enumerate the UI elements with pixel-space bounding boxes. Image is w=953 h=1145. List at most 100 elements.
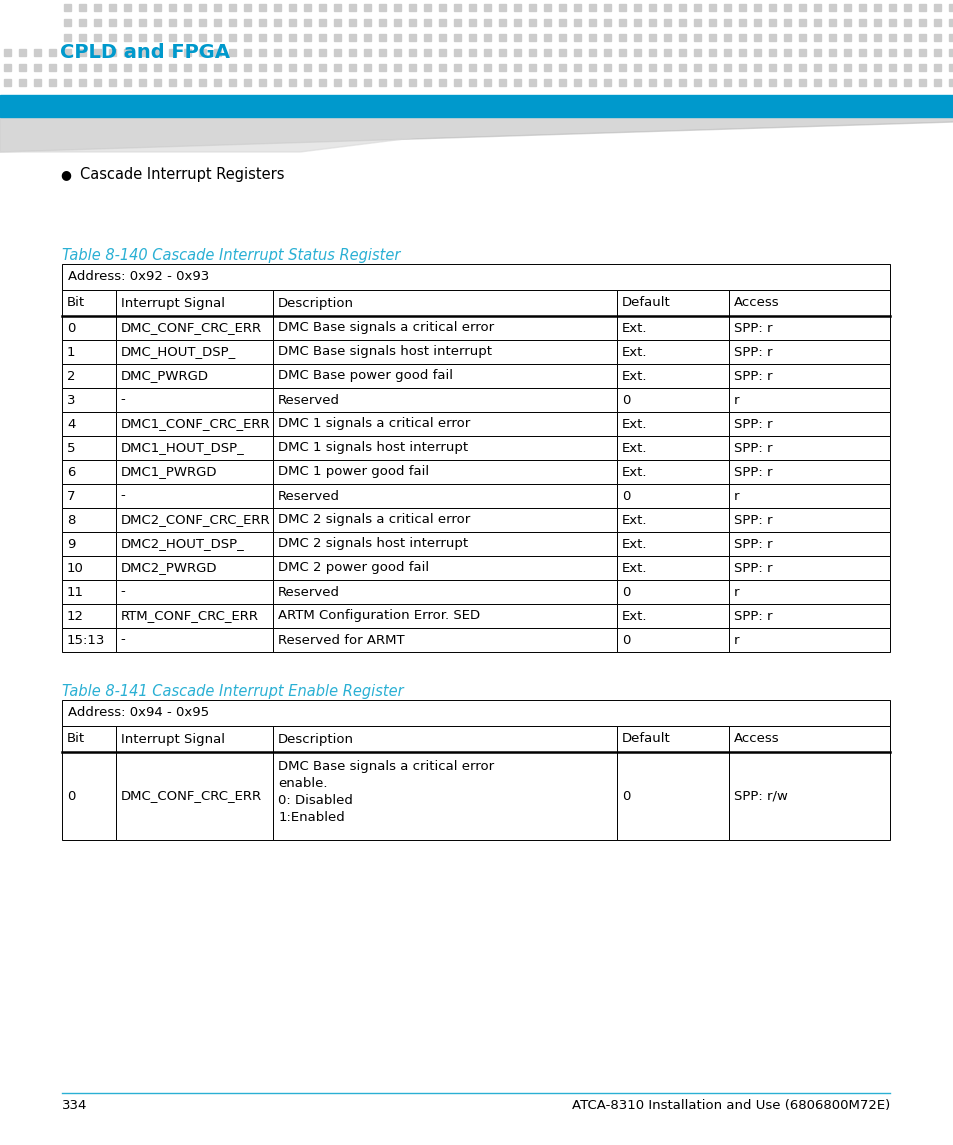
Bar [229,64,235,71]
Bar [19,64,26,71]
Bar [948,3,953,11]
Bar [199,19,206,26]
Bar [109,49,116,56]
Bar [918,3,925,11]
Bar [679,3,685,11]
Bar [244,49,251,56]
Text: r: r [733,394,739,406]
Text: 334: 334 [62,1099,88,1112]
Bar [469,19,476,26]
Text: -: - [121,394,126,406]
Text: Default: Default [621,297,670,309]
Text: -: - [121,585,126,599]
Bar [543,19,551,26]
Bar [858,34,865,41]
Bar [94,34,101,41]
Bar [634,19,640,26]
Bar [739,49,745,56]
Bar [728,388,889,412]
Bar [603,79,610,86]
Bar [115,290,273,316]
Bar [723,49,730,56]
Text: DMC2_PWRGD: DMC2_PWRGD [121,561,217,575]
Bar [364,34,371,41]
Bar [558,34,565,41]
Bar [469,49,476,56]
Bar [274,79,281,86]
Bar [438,19,446,26]
Bar [918,64,925,71]
Bar [349,3,355,11]
Bar [423,79,431,86]
Bar [199,64,206,71]
Bar [753,3,760,11]
Bar [514,34,520,41]
Bar [124,79,131,86]
Bar [124,49,131,56]
Bar [454,34,460,41]
Bar [115,364,273,388]
Bar [334,49,340,56]
Bar [933,49,940,56]
Bar [19,49,26,56]
Bar [318,79,326,86]
Text: Reserved for ARMT: Reserved for ARMT [278,633,404,647]
Bar [679,64,685,71]
Bar [723,79,730,86]
Bar [728,556,889,581]
Bar [813,34,821,41]
Bar [933,34,940,41]
Bar [79,64,86,71]
Bar [498,3,505,11]
Text: Ext.: Ext. [621,561,646,575]
Bar [768,19,775,26]
Bar [394,19,400,26]
Text: Interrupt Signal: Interrupt Signal [121,297,225,309]
Bar [903,79,910,86]
Bar [169,3,175,11]
Bar [394,49,400,56]
Bar [273,364,616,388]
Text: DMC_HOUT_DSP_: DMC_HOUT_DSP_ [121,346,235,358]
Bar [768,3,775,11]
Bar [728,627,889,652]
Bar [768,64,775,71]
Bar [62,700,889,726]
Bar [115,605,273,627]
Bar [843,19,850,26]
Bar [273,436,616,460]
Bar [616,316,728,340]
Text: DMC 2 signals host interrupt: DMC 2 signals host interrupt [278,537,468,551]
Bar [409,3,416,11]
Bar [454,3,460,11]
Text: DMC 2 signals a critical error: DMC 2 signals a critical error [278,513,470,527]
Bar [62,484,115,508]
Bar [349,19,355,26]
Bar [62,752,115,840]
Bar [616,412,728,436]
Text: SPP: r: SPP: r [733,466,771,479]
Bar [139,49,146,56]
Bar [828,64,835,71]
Text: DMC 1 signals host interrupt: DMC 1 signals host interrupt [278,442,468,455]
Bar [64,64,71,71]
Bar [558,3,565,11]
Bar [318,3,326,11]
Bar [799,19,805,26]
Bar [723,19,730,26]
Bar [873,49,880,56]
Bar [663,3,670,11]
Bar [229,3,235,11]
Text: DMC 2 power good fail: DMC 2 power good fail [278,561,429,575]
Text: DMC 1 signals a critical error: DMC 1 signals a critical error [278,418,470,431]
Bar [423,64,431,71]
Bar [169,49,175,56]
Bar [616,581,728,605]
Text: Address: 0x92 - 0x93: Address: 0x92 - 0x93 [68,270,209,284]
Text: 1: 1 [67,346,75,358]
Bar [728,726,889,752]
Bar [708,19,716,26]
Bar [634,34,640,41]
Text: DMC1_HOUT_DSP_: DMC1_HOUT_DSP_ [121,442,244,455]
Bar [423,19,431,26]
